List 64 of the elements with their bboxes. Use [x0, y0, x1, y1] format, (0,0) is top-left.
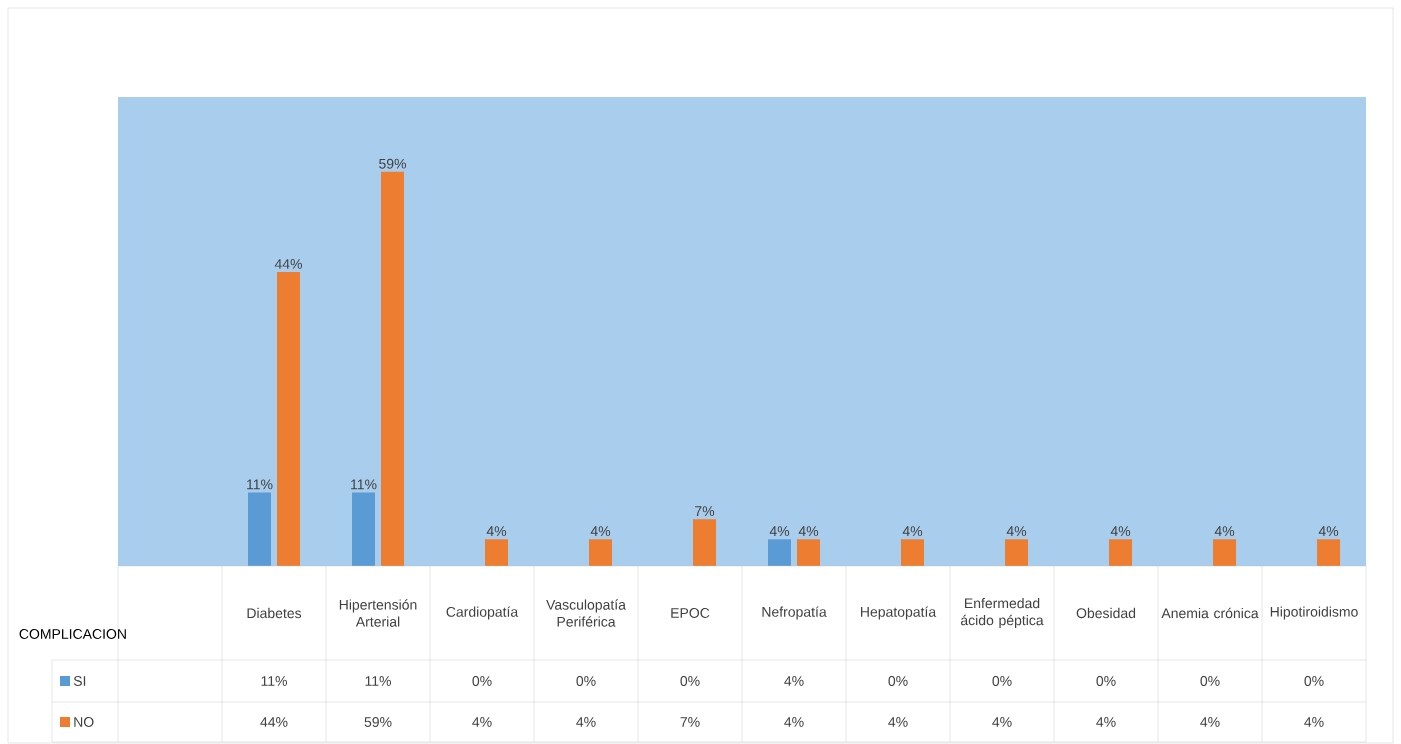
data-label: 7%	[680, 717, 700, 727]
x-tick-label: Hepatopatía	[861, 606, 937, 620]
text: 11%	[351, 479, 377, 490]
bar	[485, 539, 509, 566]
x-tick-label: Hipotiroidismo	[1270, 606, 1358, 620]
bar	[693, 519, 717, 566]
data-label: 4%	[784, 676, 804, 686]
x-axis-title: COMPLICACION	[19, 629, 126, 639]
bar	[797, 539, 821, 566]
bar	[901, 539, 925, 566]
bar	[352, 492, 376, 566]
text: 44%	[274, 259, 303, 269]
text: 4%	[798, 526, 819, 537]
data-label: 4%	[888, 717, 908, 727]
data-label: 0%	[1304, 676, 1324, 686]
data-label: 0%	[680, 676, 700, 686]
bar	[1109, 539, 1133, 566]
x-tick-label: EPOC	[671, 608, 710, 618]
data-label: 4%	[472, 717, 492, 727]
data-label: 4%	[1096, 717, 1116, 727]
bar	[381, 171, 405, 566]
x-tick-label: Enfermedad ácido péptica	[960, 597, 1044, 629]
data-label: 44%	[260, 717, 288, 727]
x-tick-label: Obesidad	[1076, 607, 1136, 619]
x-tick-label: Diabetes	[247, 607, 302, 619]
text: 4%	[1110, 526, 1131, 537]
text: 4%	[1006, 526, 1027, 537]
legend-label: NO	[74, 717, 94, 727]
data-label: 0%	[472, 676, 492, 686]
data-label: 11%	[365, 676, 391, 686]
x-tick-label: Vasculopatía Periférica	[546, 599, 626, 627]
data-label: 4%	[1200, 717, 1220, 727]
bar	[1005, 539, 1029, 566]
bar	[248, 492, 272, 566]
legend-label: SI	[73, 676, 86, 686]
text: 7%	[695, 506, 715, 517]
data-label: 0%	[1096, 676, 1116, 686]
bar	[1317, 539, 1341, 566]
bar	[589, 539, 613, 566]
x-tick-label: Anemia crónica	[1161, 607, 1259, 619]
data-label: 0%	[576, 676, 596, 686]
text: 4%	[769, 526, 790, 537]
data-label: 4%	[1304, 717, 1324, 727]
data-label: 11%	[261, 676, 287, 686]
data-label: 4%	[992, 717, 1012, 727]
data-label: 4%	[576, 717, 596, 727]
text: 4%	[486, 526, 507, 537]
x-tick-label: Nefropatía	[762, 606, 827, 620]
bar	[1213, 539, 1237, 566]
text: 11%	[247, 479, 273, 490]
x-tick-label: Cardiopatía	[446, 606, 519, 620]
text: 59%	[379, 158, 407, 169]
x-tick-label: Hipertensión Arterial	[339, 599, 417, 627]
bar	[768, 539, 792, 566]
text: 4%	[1214, 526, 1235, 537]
text: 4%	[590, 526, 611, 537]
data-label: 0%	[888, 676, 908, 686]
bar	[277, 272, 301, 566]
data-label: 4%	[784, 717, 804, 727]
data-label: 59%	[364, 717, 392, 727]
text: 4%	[1318, 526, 1339, 537]
data-label: 0%	[1200, 676, 1220, 686]
text: 4%	[902, 526, 923, 537]
data-label: 0%	[992, 676, 1012, 686]
